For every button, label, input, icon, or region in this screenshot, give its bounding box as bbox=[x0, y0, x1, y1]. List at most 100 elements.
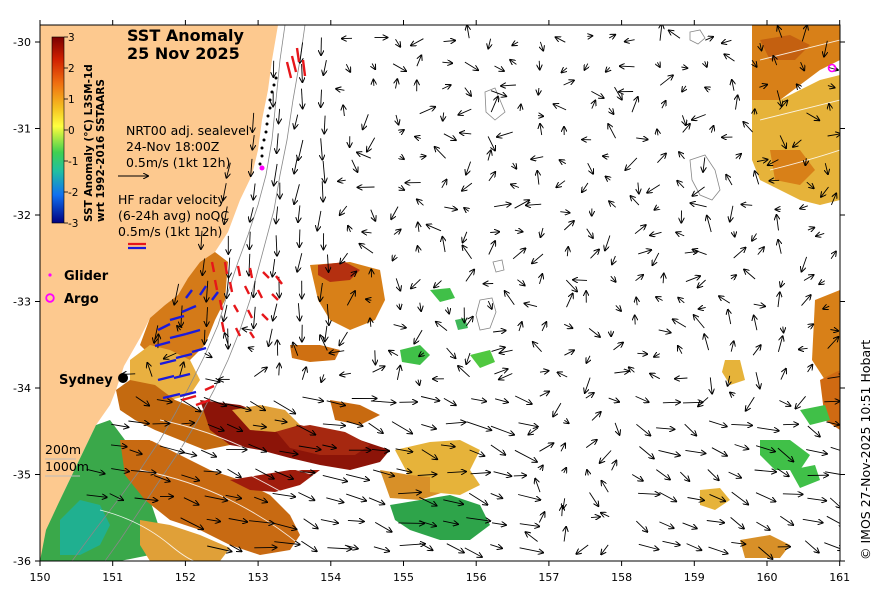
current-vector bbox=[180, 398, 201, 411]
current-vector bbox=[829, 497, 840, 508]
current-vector bbox=[178, 363, 183, 378]
current-vector bbox=[419, 156, 426, 157]
hf-vector-red bbox=[295, 47, 301, 63]
glider-legend-symbol bbox=[48, 273, 52, 277]
current-vector bbox=[223, 304, 228, 321]
current-vector bbox=[657, 154, 666, 164]
current-vector bbox=[636, 298, 637, 306]
current-vector bbox=[587, 162, 593, 174]
hf-vector-red bbox=[249, 331, 255, 339]
current-vector bbox=[537, 171, 539, 185]
current-vector bbox=[830, 330, 838, 331]
hf-vector-red bbox=[261, 313, 269, 321]
hf-vector-blue bbox=[173, 372, 191, 380]
lat-tick-label: -35 bbox=[13, 469, 31, 482]
current-vector bbox=[322, 445, 335, 448]
map-title: SST Anomaly bbox=[127, 26, 245, 45]
sealevel-current-vectors bbox=[86, 25, 840, 559]
current-vector bbox=[778, 292, 780, 308]
current-vector bbox=[350, 272, 357, 277]
argo-float-marker bbox=[827, 63, 837, 73]
current-vector bbox=[647, 184, 661, 193]
current-vector bbox=[609, 107, 614, 114]
current-vector bbox=[499, 373, 513, 380]
current-vector bbox=[501, 85, 516, 86]
current-vector bbox=[708, 546, 728, 553]
current-vector bbox=[301, 540, 316, 551]
current-vector bbox=[360, 244, 374, 254]
current-vector bbox=[659, 75, 673, 86]
current-vector bbox=[393, 230, 401, 235]
current-vector bbox=[710, 377, 712, 393]
colorbar: 3 2 1 0 -1 -2 -3 SST Anomaly (°C) L3SM-1d wrt … bbox=[51, 32, 107, 230]
lat-tick-label: -34 bbox=[13, 382, 31, 395]
current-vector bbox=[734, 444, 749, 450]
glider-track-point bbox=[264, 130, 268, 134]
current-vector bbox=[728, 471, 741, 478]
current-vector bbox=[273, 303, 278, 321]
glider-track-point bbox=[268, 106, 272, 110]
current-vector bbox=[608, 398, 619, 402]
current-vector bbox=[396, 79, 398, 89]
current-vector bbox=[653, 252, 660, 265]
current-vector bbox=[827, 134, 840, 136]
current-vector bbox=[755, 372, 760, 388]
current-vector bbox=[391, 421, 412, 434]
current-vector bbox=[730, 205, 733, 222]
current-vector bbox=[611, 461, 617, 471]
current-vector bbox=[662, 540, 680, 545]
current-vector bbox=[728, 375, 730, 386]
current-vector bbox=[274, 420, 287, 422]
current-vector bbox=[614, 422, 619, 435]
current-vector bbox=[608, 124, 616, 139]
lon-tick-label: 156 bbox=[466, 571, 487, 584]
current-vector bbox=[519, 322, 522, 332]
current-vector bbox=[367, 137, 376, 152]
current-vector bbox=[442, 62, 452, 63]
current-vector bbox=[679, 152, 685, 160]
hf-vector-red bbox=[236, 265, 242, 277]
current-vector bbox=[442, 180, 447, 189]
current-vector bbox=[779, 101, 788, 110]
current-vector bbox=[657, 130, 658, 136]
longitude-axis: 150 151 152 153 154 155 156 157 158 159 160 161 bbox=[30, 20, 850, 584]
current-vector bbox=[709, 493, 726, 501]
current-vector bbox=[254, 368, 266, 377]
current-vector bbox=[573, 280, 588, 281]
current-vector bbox=[823, 306, 830, 309]
glider-track-point bbox=[258, 162, 262, 166]
current-vector bbox=[464, 87, 471, 96]
current-vector bbox=[464, 208, 469, 211]
current-vector bbox=[272, 259, 274, 276]
hf-vector-red bbox=[301, 59, 307, 77]
current-vector bbox=[152, 423, 170, 424]
current-vector bbox=[724, 54, 735, 62]
current-vector bbox=[638, 493, 659, 494]
current-vector bbox=[731, 491, 749, 504]
current-vector bbox=[206, 280, 208, 302]
current-vector bbox=[465, 270, 474, 282]
current-vector bbox=[631, 474, 643, 481]
current-vector bbox=[560, 212, 569, 213]
current-vector bbox=[538, 87, 539, 95]
current-vector bbox=[298, 205, 300, 222]
current-vector bbox=[526, 532, 538, 542]
current-vector bbox=[825, 471, 840, 476]
current-vector bbox=[779, 400, 790, 406]
current-vector bbox=[733, 248, 746, 259]
current-vector bbox=[398, 492, 421, 493]
current-vector bbox=[494, 369, 507, 375]
glider-track-point bbox=[260, 146, 264, 150]
current-vector bbox=[605, 235, 611, 251]
current-vector bbox=[203, 396, 226, 405]
hf-vector-blue bbox=[162, 392, 181, 400]
current-vector bbox=[806, 449, 827, 454]
current-vector bbox=[299, 229, 300, 248]
current-vector bbox=[585, 440, 597, 448]
lat-tick-label: -32 bbox=[13, 209, 31, 222]
current-vector bbox=[302, 367, 306, 380]
current-vector bbox=[589, 492, 599, 507]
current-vector bbox=[542, 322, 546, 332]
current-vector bbox=[180, 517, 204, 529]
current-vector bbox=[638, 250, 651, 255]
